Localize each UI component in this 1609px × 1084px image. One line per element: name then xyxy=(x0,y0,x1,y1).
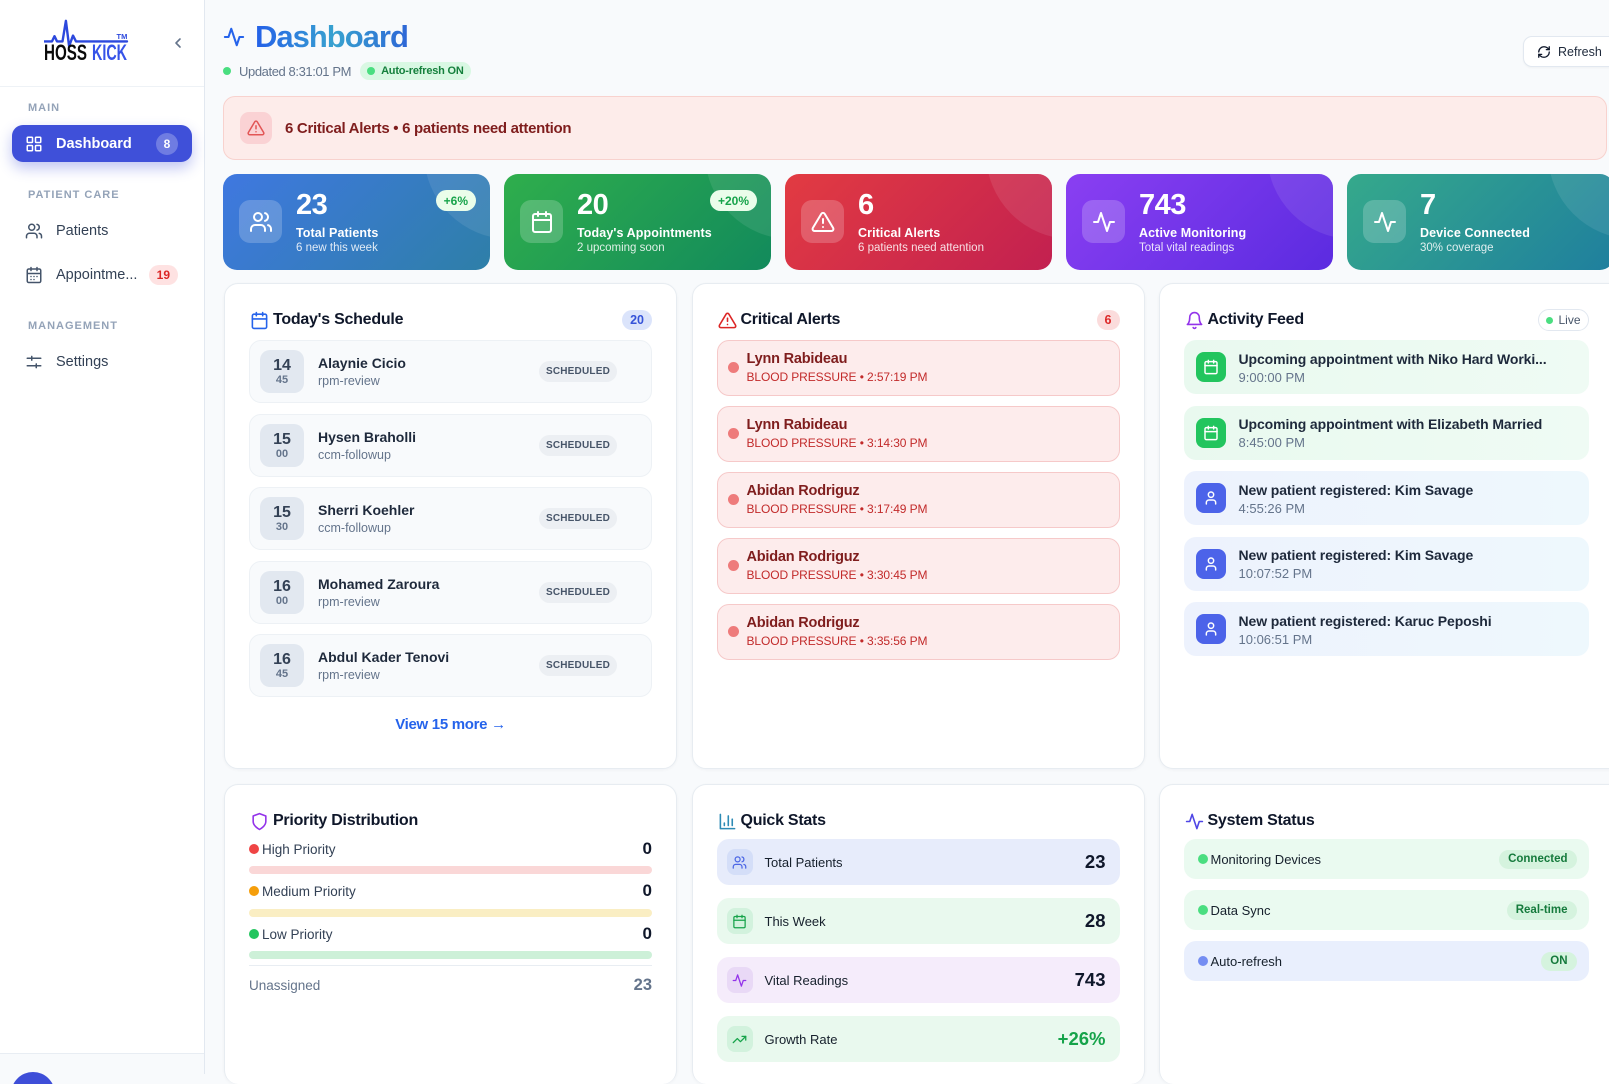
svg-text:KICK: KICK xyxy=(92,40,127,62)
svg-text:TM: TM xyxy=(117,32,128,41)
svg-text:HOSS: HOSS xyxy=(44,40,87,62)
